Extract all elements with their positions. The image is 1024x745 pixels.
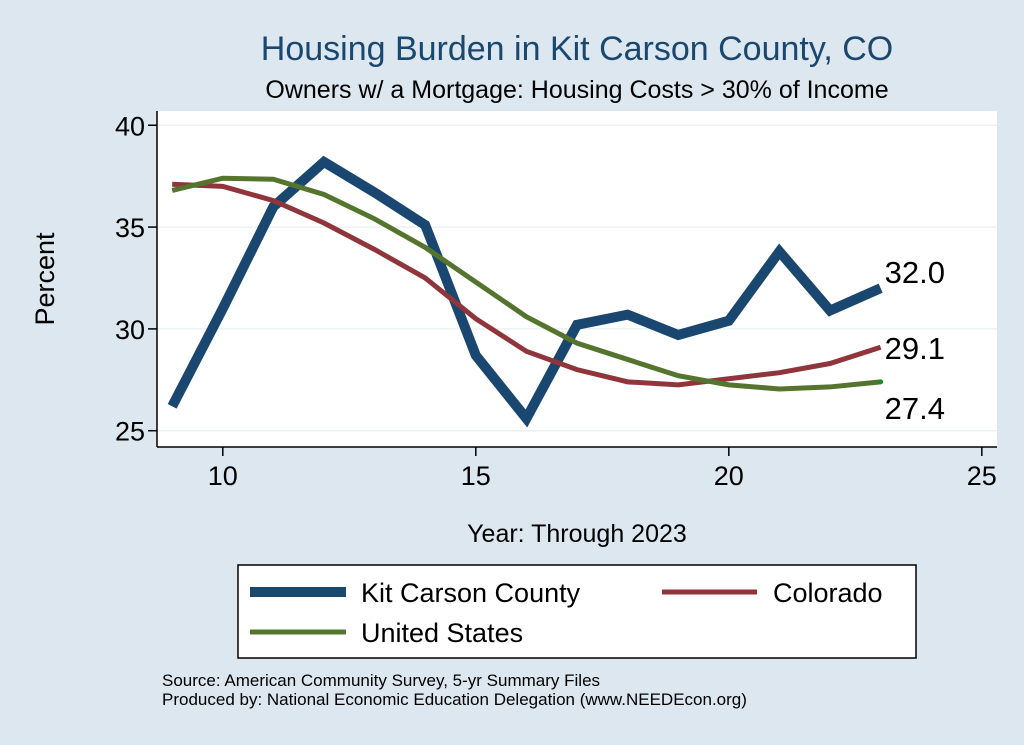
legend-label-kit-carson: Kit Carson County: [361, 578, 581, 608]
legend-box: [237, 564, 917, 659]
legend-label-colorado: Colorado: [773, 578, 883, 608]
series-line-kit-carson: [167, 155, 883, 428]
legend: Kit Carson County Colorado United States: [237, 564, 917, 659]
legend-label-united-states: United States: [361, 618, 523, 648]
chart-subtitle: Owners w/ a Mortgage: Housing Costs > 30…: [265, 76, 888, 104]
y-tick-label: 35: [115, 213, 145, 243]
end-label-colorado: 29.1: [885, 331, 945, 366]
series-layer: [167, 155, 884, 428]
x-axis-label: Year: Through 2023: [467, 520, 687, 548]
series-line-united-states: [171, 175, 881, 392]
x-axis: 10 15 20 25: [208, 447, 997, 491]
chart-title: Housing Burden in Kit Carson County, CO: [261, 30, 893, 68]
x-tick-label: 15: [461, 461, 491, 491]
producer-note: Produced by: National Economic Education…: [162, 690, 747, 709]
end-label-united-states: 27.4: [885, 391, 945, 426]
source-note: Source: American Community Survey, 5-yr …: [162, 671, 601, 690]
y-axis: 25 30 35 40: [115, 111, 157, 447]
y-tick-label: 30: [115, 315, 145, 345]
gridlines: [157, 124, 997, 432]
end-label-kit-carson: 32.0: [885, 255, 945, 290]
y-axis-label: Percent: [30, 232, 60, 326]
x-tick-label: 10: [208, 461, 238, 491]
plot-area: [157, 111, 997, 447]
series-line-colorado: [172, 181, 882, 388]
y-tick-label: 25: [115, 417, 145, 447]
end-labels: 32.0 29.1 27.4: [885, 255, 945, 426]
x-tick-label: 20: [714, 461, 744, 491]
data-point-united-states: [878, 379, 884, 385]
x-tick-label: 25: [967, 461, 997, 491]
y-tick-label: 40: [115, 111, 145, 141]
